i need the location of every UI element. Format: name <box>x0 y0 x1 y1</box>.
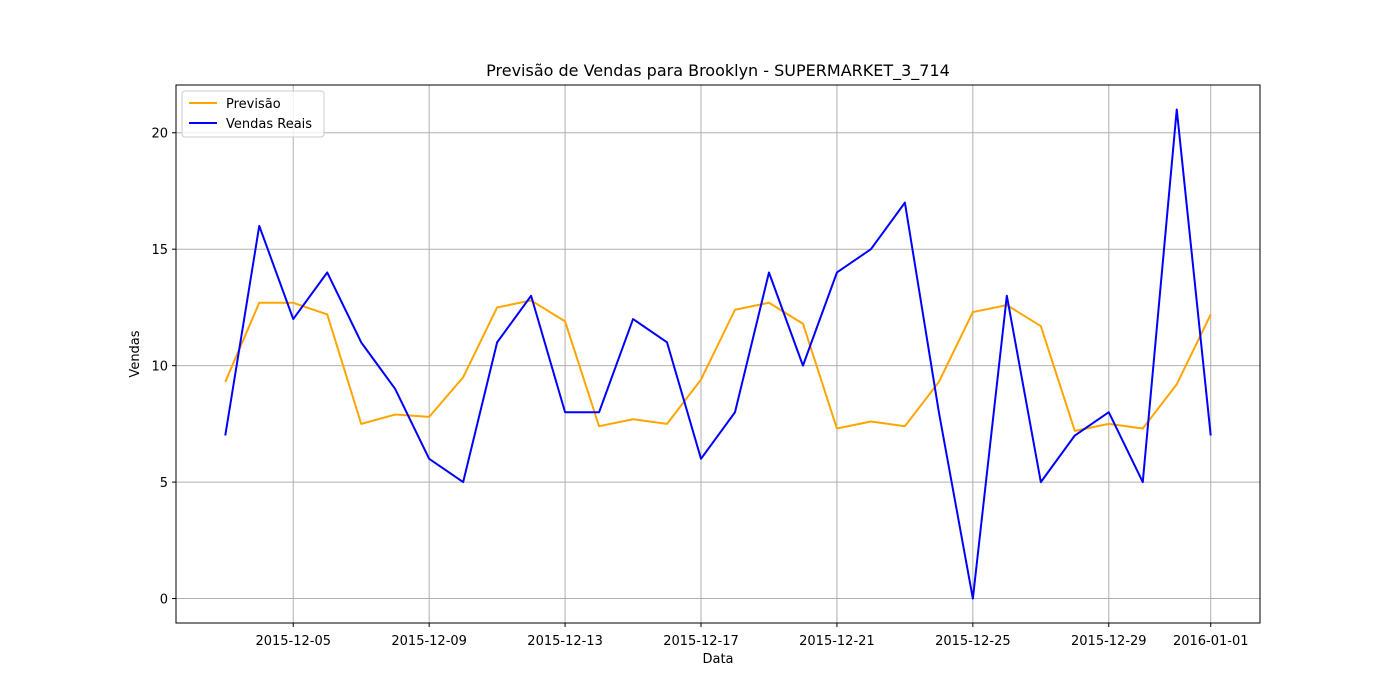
legend: Previsão Vendas Reais <box>181 90 325 138</box>
series-line-previsao <box>224 299 1212 432</box>
plot-frame <box>175 84 1261 624</box>
chart-title: Previsão de Vendas para Brooklyn - SUPER… <box>486 61 950 81</box>
y-tick-label: 10 <box>151 360 168 375</box>
x-tick-label: 2015-12-13 <box>527 634 603 649</box>
x-tick-label: 2015-12-05 <box>255 634 331 649</box>
legend-label-vendas-reais: Vendas Reais <box>226 117 312 132</box>
y-tick-label: 15 <box>151 243 168 258</box>
x-tick-label: 2016-01-01 <box>1173 634 1249 649</box>
series-line-vendas-reais <box>224 108 1212 600</box>
y-tick-label: 20 <box>151 127 168 142</box>
y-axis-label: Vendas <box>128 330 143 377</box>
x-axis-label: Data <box>702 652 733 667</box>
y-tick-label: 0 <box>160 593 168 608</box>
grid <box>176 85 1260 623</box>
x-tick-label: 2015-12-29 <box>1071 634 1147 649</box>
ticks: 2015-12-05 2015-12-09 2015-12-13 2015-12-17… <box>151 127 1248 649</box>
x-tick-label: 2015-12-17 <box>663 634 739 649</box>
legend-label-previsao: Previsão <box>226 97 281 112</box>
y-tick-label: 5 <box>160 476 168 491</box>
series-lines <box>224 108 1212 600</box>
x-tick-label: 2015-12-25 <box>935 634 1011 649</box>
x-tick-label: 2015-12-09 <box>391 634 467 649</box>
x-tick-label: 2015-12-21 <box>799 634 875 649</box>
legend-box <box>181 90 325 138</box>
